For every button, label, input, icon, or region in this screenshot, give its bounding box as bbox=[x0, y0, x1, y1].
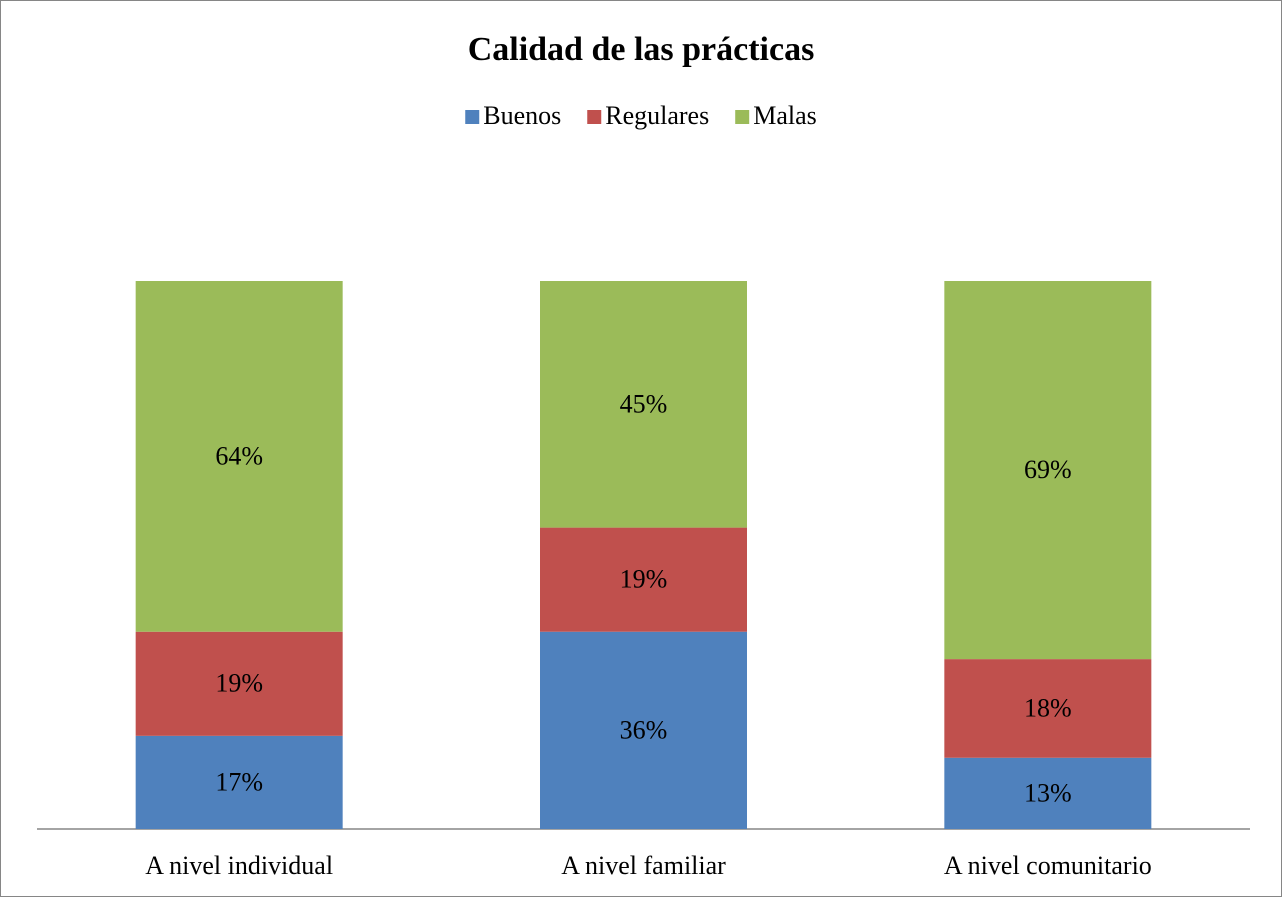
legend-swatch bbox=[587, 110, 602, 124]
data-label: 64% bbox=[215, 441, 263, 470]
chart-title: Calidad de las prácticas bbox=[468, 31, 815, 68]
legend-label: Regulares bbox=[605, 101, 709, 130]
bar-segment bbox=[540, 527, 747, 632]
x-tick-label: A nivel comunitario bbox=[944, 851, 1152, 880]
data-label: 36% bbox=[620, 715, 668, 744]
data-label: 13% bbox=[1024, 778, 1072, 807]
legend-label: Buenos bbox=[483, 101, 561, 130]
bar-segment bbox=[944, 659, 1152, 758]
legend-label: Malas bbox=[753, 101, 817, 130]
data-label: 19% bbox=[620, 565, 668, 594]
bar-segment bbox=[944, 281, 1152, 660]
bar-segment bbox=[540, 631, 747, 829]
data-label: 17% bbox=[215, 767, 263, 796]
legend-swatch bbox=[465, 110, 480, 124]
bar-segment bbox=[135, 735, 343, 829]
bar-segment bbox=[540, 281, 747, 528]
data-label: 69% bbox=[1024, 455, 1072, 484]
legend-swatch bbox=[735, 110, 750, 124]
data-label: 18% bbox=[1024, 693, 1072, 722]
x-tick-label: A nivel individual bbox=[145, 851, 333, 880]
bar-segment bbox=[944, 757, 1152, 829]
bar-segment bbox=[135, 631, 343, 736]
data-label: 19% bbox=[215, 669, 263, 698]
data-label: 45% bbox=[620, 389, 668, 418]
bar-segment bbox=[135, 281, 343, 632]
x-tick-label: A nivel familiar bbox=[561, 851, 726, 880]
